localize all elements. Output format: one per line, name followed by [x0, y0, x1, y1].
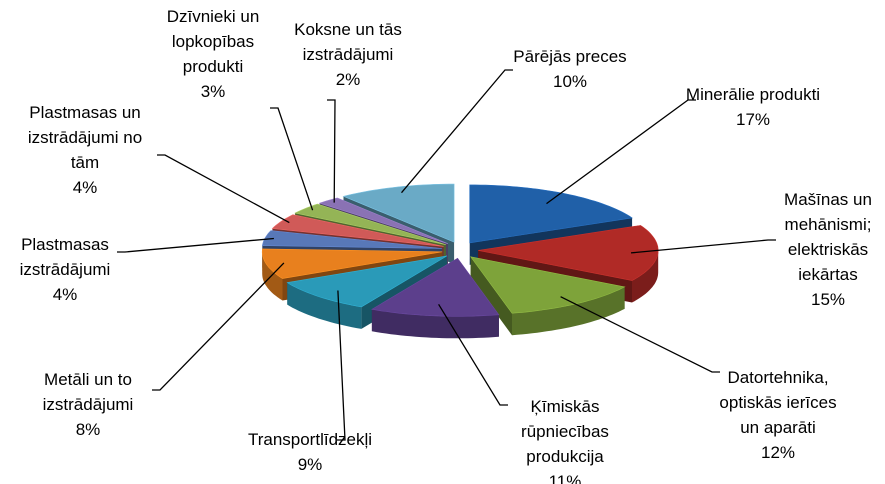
leader-line: [401, 69, 513, 194]
value-label: 17%: [736, 110, 770, 129]
slice-radial-wall: [470, 256, 512, 336]
slice-top: [261, 248, 443, 279]
category-label: Datortehnika, optiskās ierīces un aparāti: [719, 368, 836, 437]
category-label: Mašīnas un mehānismi; elektriskās iekārtas: [784, 190, 872, 284]
leader-line: [337, 290, 346, 441]
slice-top: [342, 183, 455, 243]
category-label: Ķīmiskās rūpniecības produkcija: [521, 397, 609, 466]
value-label: 2%: [336, 70, 361, 89]
leader-line: [157, 154, 290, 224]
leader-line: [560, 296, 720, 373]
slice-top: [371, 257, 500, 317]
slice-side: [632, 250, 659, 303]
slice-top: [271, 214, 444, 247]
slice: [470, 256, 626, 336]
slice-top: [294, 203, 446, 245]
category-label: Minerālie produkti: [686, 85, 820, 104]
leader-line: [270, 107, 314, 211]
slice-top: [286, 255, 448, 308]
slice-side: [512, 286, 625, 336]
leader-line: [546, 99, 696, 205]
slice-top: [318, 197, 449, 244]
category-label: Dzīvnieki un lopkopības produkti: [167, 7, 260, 76]
slice-top: [469, 184, 633, 244]
slice-top: [470, 256, 626, 314]
value-label: 12%: [761, 443, 795, 462]
value-label: 15%: [811, 290, 845, 309]
leader-line: [438, 303, 508, 406]
category-label: Koksne un tās izstrādājumi: [294, 20, 402, 64]
slice-side: [287, 282, 362, 329]
leader-line: [327, 99, 336, 203]
value-label: 4%: [53, 285, 78, 304]
value-label: 11%: [549, 472, 582, 484]
value-label: 9%: [298, 455, 323, 474]
slice-side: [262, 251, 283, 301]
slice-side: [371, 309, 499, 339]
leader-line: [630, 239, 776, 254]
value-label: 3%: [201, 82, 226, 101]
slice-top: [261, 230, 443, 249]
value-label: 8%: [76, 420, 101, 439]
category-label: Transportlīdzekļi: [248, 430, 372, 449]
value-label: 10%: [553, 72, 587, 91]
slice-top: [478, 225, 659, 281]
category-label: Metāli un to izstrādājumi: [43, 370, 134, 414]
leader-line: [152, 262, 285, 391]
category-label: Plastmasas un izstrādājumi no tām: [28, 103, 142, 172]
category-label: Plastmasas izstrādājumi: [20, 235, 111, 279]
leader-line: [117, 237, 274, 253]
slice: [371, 257, 500, 339]
value-label: 4%: [73, 178, 98, 197]
category-label: Pārējās preces: [513, 47, 626, 66]
